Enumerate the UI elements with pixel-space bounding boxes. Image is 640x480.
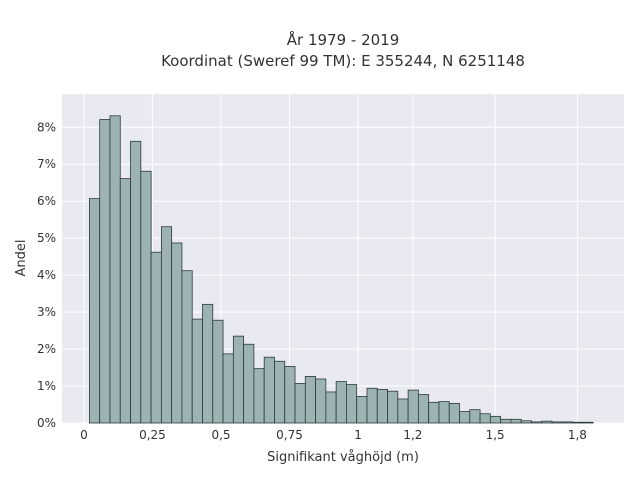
histogram-bar-47 bbox=[572, 421, 584, 424]
histogram-bar-36 bbox=[459, 411, 471, 424]
histogram-bar-10 bbox=[191, 318, 203, 424]
histogram-bar-41 bbox=[510, 418, 522, 424]
histogram-bar-40 bbox=[500, 418, 512, 424]
y-tick-label-3: 3% bbox=[37, 305, 56, 319]
histogram-bar-14 bbox=[232, 335, 245, 424]
histogram-bar-31 bbox=[407, 389, 419, 424]
chart-title-line1: År 1979 - 2019 bbox=[287, 30, 400, 49]
histogram-bar-43 bbox=[531, 421, 543, 424]
y-tick-label-6: 6% bbox=[37, 194, 56, 208]
histogram-bar-6 bbox=[150, 251, 162, 424]
histogram-bar-3 bbox=[119, 178, 131, 424]
histogram-bar-24 bbox=[335, 381, 347, 424]
histogram-bar-42 bbox=[520, 420, 532, 424]
y-tick-label-0: 0% bbox=[37, 416, 56, 430]
histogram-bar-15 bbox=[243, 343, 255, 424]
histogram-bar-9 bbox=[181, 270, 193, 424]
histogram-bar-18 bbox=[274, 360, 286, 424]
histogram-bar-38 bbox=[479, 413, 491, 424]
histogram-bar-19 bbox=[284, 366, 296, 424]
histogram-bar-2 bbox=[109, 115, 121, 424]
histogram-bar-27 bbox=[366, 387, 378, 424]
histogram-bar-30 bbox=[397, 398, 409, 424]
histogram-bar-48 bbox=[582, 421, 594, 424]
histogram-bar-20 bbox=[294, 383, 306, 424]
y-tick-label-2: 2% bbox=[37, 342, 56, 356]
chart-title-line2: Koordinat (Sweref 99 TM): E 355244, N 62… bbox=[161, 52, 525, 70]
y-axis-label: Andel bbox=[14, 240, 29, 277]
histogram-bar-13 bbox=[222, 353, 234, 424]
y-tick-label-1: 1% bbox=[37, 379, 56, 393]
histogram-bar-21 bbox=[304, 376, 316, 424]
histogram-bar-0 bbox=[89, 198, 101, 424]
x-tick-label-4: 1 bbox=[354, 428, 362, 442]
histogram-bar-26 bbox=[356, 395, 368, 424]
y-tick-labels: 0% 1% 2% 3% 4% 5% 6% 7% 8% bbox=[37, 120, 56, 430]
histogram-bar-1 bbox=[99, 119, 111, 424]
y-tick-label-8: 8% bbox=[37, 120, 56, 134]
histogram-bar-22 bbox=[315, 378, 327, 424]
y-tick-label-7: 7% bbox=[37, 157, 56, 171]
y-tick-label-4: 4% bbox=[37, 268, 56, 282]
x-tick-label-2: 0,5 bbox=[211, 428, 230, 442]
histogram-bar-32 bbox=[417, 394, 430, 424]
x-tick-labels: 0 0,25 0,5 0,75 1 1,2 1,5 1,8 bbox=[80, 428, 587, 442]
histogram-bar-35 bbox=[448, 403, 460, 424]
x-axis-label: Signifikant våghöjd (m) bbox=[267, 450, 419, 465]
histogram-bar-39 bbox=[489, 415, 502, 424]
histogram-bar-25 bbox=[346, 384, 358, 424]
histogram-bar-34 bbox=[438, 401, 450, 424]
x-tick-label-0: 0 bbox=[80, 428, 88, 442]
histogram-bar-8 bbox=[171, 242, 183, 424]
histogram-bar-37 bbox=[469, 409, 481, 424]
histogram-bar-4 bbox=[130, 140, 142, 424]
x-tick-label-1: 0,25 bbox=[139, 428, 166, 442]
x-tick-label-5: 1,2 bbox=[403, 428, 422, 442]
y-tick-label-5: 5% bbox=[37, 231, 56, 245]
histogram-bar-16 bbox=[253, 368, 265, 424]
histogram-bar-33 bbox=[428, 401, 440, 424]
histogram-bar-28 bbox=[376, 388, 388, 424]
histogram-bar-5 bbox=[140, 170, 152, 424]
histogram-bar-11 bbox=[202, 303, 214, 424]
bars bbox=[89, 115, 594, 424]
histogram-bar-12 bbox=[212, 319, 224, 424]
x-tick-label-3: 0,75 bbox=[276, 428, 303, 442]
histogram-bar-45 bbox=[551, 421, 563, 424]
x-tick-label-6: 1,5 bbox=[486, 428, 505, 442]
histogram-bar-29 bbox=[387, 390, 399, 424]
histogram-bar-17 bbox=[263, 356, 275, 424]
histogram-bar-23 bbox=[325, 391, 337, 424]
histogram-bar-46 bbox=[561, 421, 573, 424]
histogram-bar-7 bbox=[160, 226, 173, 424]
histogram-bar-44 bbox=[541, 420, 553, 424]
x-tick-label-7: 1,8 bbox=[568, 428, 587, 442]
